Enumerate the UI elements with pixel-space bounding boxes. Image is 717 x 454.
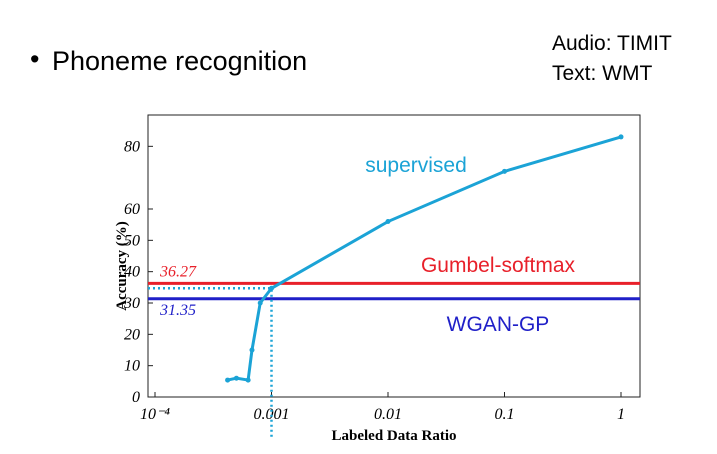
y-tick-label: 60 — [124, 201, 140, 218]
data-point — [502, 168, 507, 174]
x-axis-label: Labeled Data Ratio — [332, 428, 457, 444]
reference-name: WGAN-GP — [447, 313, 550, 336]
bullet-dot: • — [30, 44, 39, 74]
x-tick-label: 10⁻⁴ — [140, 406, 170, 423]
reference-value-label: 31.35 — [159, 302, 196, 319]
reference-value-label: 36.27 — [159, 263, 197, 280]
y-tick-label: 20 — [124, 326, 140, 343]
data-point — [225, 377, 231, 383]
y-tick-label: 30 — [123, 295, 140, 312]
reference-name: Gumbel-softmax — [421, 254, 576, 277]
y-axis-label: Accuracy (%) — [114, 221, 130, 311]
y-tick-label: 40 — [124, 264, 140, 281]
data-point — [249, 347, 255, 353]
data-point — [269, 285, 274, 291]
y-tick-label: 0 — [132, 389, 140, 406]
y-tick-label: 10 — [124, 358, 140, 375]
data-point — [385, 219, 391, 225]
data-point — [233, 375, 239, 381]
y-tick-label: 50 — [124, 232, 140, 249]
x-tick-label: 0.01 — [374, 406, 402, 423]
x-tick-label: 0.001 — [254, 406, 290, 423]
chart: 0 10 20 30 40 50 60 80 10⁻⁴ 0.001 0.01 0.1 1 Labeled … — [114, 114, 641, 444]
x-tick-label: 0.1 — [495, 406, 515, 423]
slide-note: Text: WMT — [552, 62, 652, 85]
y-tick-label: 80 — [124, 138, 140, 155]
plot-frame — [147, 114, 641, 398]
data-point — [245, 377, 251, 383]
data-point — [618, 134, 624, 140]
data-point — [257, 300, 263, 306]
series-name: supervised — [365, 154, 467, 177]
guide-line — [148, 287, 273, 437]
slide-bullet: Phoneme recognition — [52, 46, 307, 76]
slide-note: Audio: TIMIT — [552, 32, 672, 55]
x-tick-label: 1 — [617, 406, 625, 423]
